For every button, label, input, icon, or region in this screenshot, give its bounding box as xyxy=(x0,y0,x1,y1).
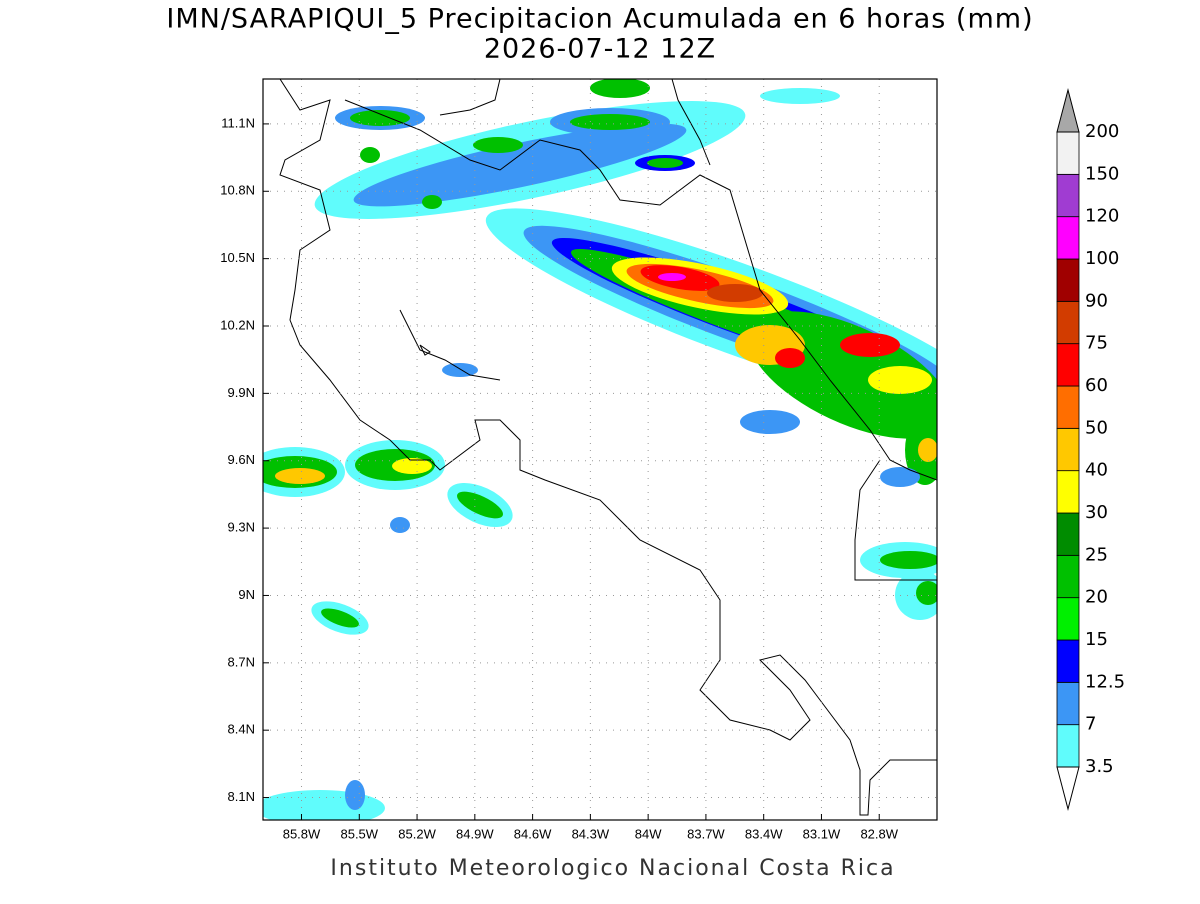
map-frame xyxy=(262,78,938,821)
colorbar-box xyxy=(1056,343,1080,387)
colorbar-label: 60 xyxy=(1085,375,1108,396)
x-tick-label: 82.8W xyxy=(860,826,898,841)
precipitation-field xyxy=(263,79,937,820)
colorbar-label: 150 xyxy=(1085,163,1119,184)
colorbar-box xyxy=(1056,512,1080,556)
x-tick-label: 83.7W xyxy=(687,826,725,841)
colorbar-label: 15 xyxy=(1085,629,1108,650)
colorbar-box xyxy=(1056,470,1080,514)
x-tick-label: 84.6W xyxy=(514,826,552,841)
y-tick-label: 9.3N xyxy=(228,520,255,535)
footer: Instituto Meteorologico Nacional Costa R… xyxy=(330,856,895,881)
colorbar-box xyxy=(1056,427,1080,472)
colorbar-label: 20 xyxy=(1085,587,1108,608)
y-tick-label: 10.2N xyxy=(220,317,255,332)
x-tick-label: 84.9W xyxy=(456,826,494,841)
x-tick-label: 84.3W xyxy=(572,826,610,841)
colorbar-label: 90 xyxy=(1085,290,1108,311)
colorbar-box xyxy=(1056,639,1080,683)
colorbar-label: 25 xyxy=(1085,544,1108,565)
colorbar-label: 120 xyxy=(1085,206,1119,227)
colorbar-over-arrow xyxy=(1056,88,1080,133)
axis-labels: 85.8W 85.5W 85.2W 84.9W 84.6W 84.3W 84W 83.7W 83… xyxy=(220,115,898,841)
x-tick-label: 84W xyxy=(635,826,662,841)
colorbar-label: 50 xyxy=(1085,417,1108,438)
colorbar-box xyxy=(1056,300,1080,345)
y-tick-label: 8.1N xyxy=(228,789,255,804)
colorbar-label: 7 xyxy=(1085,714,1096,735)
colorbar-box xyxy=(1056,216,1080,260)
x-tick-label: 85.2W xyxy=(398,826,436,841)
y-tick-label: 10.8N xyxy=(220,183,255,198)
colorbar-label: 100 xyxy=(1085,248,1119,269)
colorbar-label: 12.5 xyxy=(1085,671,1125,692)
y-tick-label: 9N xyxy=(238,587,255,602)
y-tick-label: 9.6N xyxy=(228,452,255,467)
x-tick-label: 83.1W xyxy=(803,826,841,841)
y-tick-label: 9.9N xyxy=(228,385,255,400)
x-tick-label: 85.8W xyxy=(283,826,321,841)
y-tick-label: 8.4N xyxy=(228,722,255,737)
colorbar-label: 75 xyxy=(1085,333,1108,354)
x-tick-label: 83.4W xyxy=(745,826,783,841)
colorbar-box xyxy=(1056,681,1080,726)
y-tick-label: 8.7N xyxy=(228,654,255,669)
colorbar-label: 3.5 xyxy=(1085,756,1114,777)
colorbar-label: 30 xyxy=(1085,502,1108,523)
colorbar-box xyxy=(1056,173,1080,218)
title: IMN/SARAPIQUI_5 Precipitacion Acumulada … xyxy=(166,4,1033,35)
colorbar-box xyxy=(1056,724,1080,768)
colorbar-box xyxy=(1056,554,1080,599)
colorbar-box xyxy=(1056,385,1080,429)
colorbar-under-arrow xyxy=(1056,766,1080,811)
y-tick-label: 10.5N xyxy=(220,250,255,265)
y-tick-label: 11.1N xyxy=(221,115,255,130)
colorbar-box xyxy=(1056,597,1080,641)
colorbar: 3.5 7 12.5 15 20 25 30 40 50 60 75 90 100 120 150 200 xyxy=(1056,88,1125,811)
colorbar-label: 200 xyxy=(1085,121,1119,142)
colorbar-box xyxy=(1056,131,1080,175)
subtitle: 2026-07-12 12Z xyxy=(484,34,716,65)
x-tick-label: 85.5W xyxy=(340,826,378,841)
graticule xyxy=(263,79,937,820)
colorbar-label: 40 xyxy=(1085,460,1108,481)
colorbar-box xyxy=(1056,258,1080,302)
